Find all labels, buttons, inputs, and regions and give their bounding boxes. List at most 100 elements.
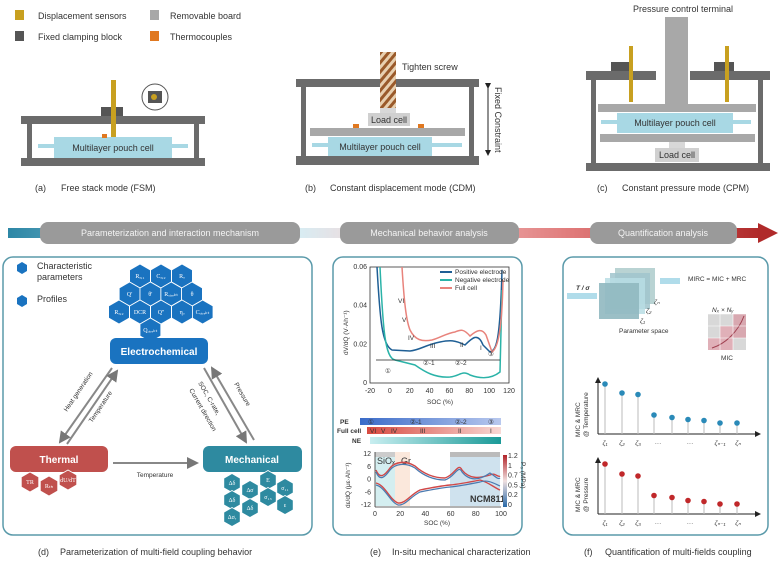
parameter-hex-label: Δσᵣ [228, 515, 237, 521]
parameter-space-stack [599, 283, 639, 319]
tick-label: -20 [365, 388, 375, 395]
pressure-terminal [665, 17, 688, 105]
tick-label: 0 [367, 477, 371, 484]
svg-text:NE: NE [352, 438, 362, 445]
tick-label: 1.2 [508, 453, 518, 460]
parameter-hex-label: dU/dT [60, 478, 76, 484]
parameter-hex [20, 471, 40, 493]
mic-grid [708, 313, 746, 350]
tick-label: -6 [365, 489, 371, 496]
step-quantification: Quantification analysis [618, 228, 709, 238]
svg-text:Load cell: Load cell [371, 115, 407, 125]
pouch-cell-label: Multilayer pouch cell [72, 143, 154, 153]
svg-text:Quantification of multi-fields: Quantification of multi-fields coupling [605, 547, 752, 557]
stem-chart-temperature: ζ₁ ζ₂ ζ₃ ··· ··· ζₙ₋₁ ζₙ [595, 377, 761, 447]
parameter-hex [223, 507, 241, 527]
svg-text:NCM811: NCM811 [470, 494, 505, 504]
panel-d: Characteristic parameters Profiles Cₐ,₂ R… [2, 256, 313, 557]
legend-swatch-sensor [15, 10, 24, 20]
legend-label: Displacement sensors [38, 11, 127, 21]
svg-text:ζ₁: ζ₁ [640, 318, 645, 325]
svg-text:Gr: Gr [401, 456, 411, 466]
svg-text:Load cell: Load cell [659, 150, 695, 160]
parameter-hex-label: θ' [148, 292, 152, 298]
svg-text:Pressure control terminal: Pressure control terminal [633, 4, 733, 14]
parameter-hex-label: Q'' [158, 310, 165, 316]
parameter-hex-label: θ [191, 292, 194, 298]
svg-text:②-1: ②-1 [423, 359, 435, 367]
svg-text:SiOₓ: SiOₓ [377, 456, 395, 466]
svg-text:②-2: ②-2 [455, 418, 467, 426]
panel-a-fsm: Multilayer pouch cell (a) Free stack mod… [21, 80, 205, 193]
arrow-heat [58, 367, 113, 444]
panel-f: ζ₁ ζ₂ ζₙ T / σ Parameter space MIRC = MI… [562, 256, 769, 557]
x-tick-label: ··· [655, 440, 662, 447]
x-tick-label: ζₙ₋₁ [714, 440, 725, 447]
parameter-hex-label: E [266, 478, 270, 484]
svg-text:Full cell: Full cell [455, 285, 478, 292]
legend-swatch-board [150, 10, 159, 20]
parameter-hex-label: ε [284, 503, 287, 509]
svg-text:IV: IV [391, 428, 398, 435]
svg-text:Tighten screw: Tighten screw [402, 62, 458, 72]
parameter-hex-label: Q' [127, 292, 132, 298]
x-tick-label: ζ₂ [619, 520, 625, 527]
parameter-hex-label: Δδ [229, 498, 236, 504]
stem-point [619, 471, 625, 477]
tick-label: 0.5 [508, 482, 518, 489]
svg-text:III: III [430, 343, 436, 350]
svg-text:III: III [420, 428, 426, 435]
svg-text:(e): (e) [370, 547, 381, 557]
panel-caption: Free stack mode (FSM) [61, 183, 156, 193]
stem-point [651, 412, 657, 418]
tick-label: 20 [406, 388, 414, 395]
svg-text:SOC (%): SOC (%) [424, 520, 450, 527]
panel-c-cpm: Pressure control terminal Multilayer pou… [586, 4, 770, 193]
svg-text:Parameterization of multi-fiel: Parameterization of multi-field coupling… [60, 547, 252, 557]
hex-legend-icon [17, 295, 27, 307]
parameter-hex-label: Rₒ [179, 274, 185, 280]
tick-label: 0 [373, 511, 377, 518]
svg-text:Multilayer pouch cell: Multilayer pouch cell [634, 118, 716, 128]
svg-text:①: ① [385, 367, 391, 375]
arrow-head-icon [758, 223, 778, 243]
stem-point [717, 501, 723, 507]
thermal-box [10, 446, 108, 472]
tick-label: 0 [508, 502, 512, 509]
tick-label: 120 [503, 388, 515, 395]
tick-label: 1 [508, 463, 512, 470]
bottom-plate [21, 158, 205, 166]
panel-b-cdm: Load cell Multilayer pouch cell Tighten … [296, 52, 503, 193]
tick-label: 0.2 [508, 492, 518, 499]
parameter-hex-label: Δδ [247, 506, 254, 512]
svg-text:I: I [480, 345, 482, 352]
svg-text:MIC: MIC [721, 355, 733, 362]
svg-text:dε/dQ (με·Ah⁻¹): dε/dQ (με·Ah⁻¹) [345, 463, 352, 508]
svg-text:PE: PE [340, 419, 349, 426]
chart-legend: Positive electrode Negative electrode Fu… [440, 269, 510, 292]
x-tick-label: ζₙ [735, 440, 741, 447]
stem-point [701, 417, 707, 424]
thermal-parameter-hexes: TR Rₜₕ dU/dT [20, 469, 78, 497]
stem-point [635, 391, 641, 398]
tick-label: 20 [396, 511, 404, 518]
svg-text:Constant pressure mode (CPM): Constant pressure mode (CPM) [622, 183, 749, 193]
parameter-hex-label: Cₒᵢᵣₑₖₜ [196, 310, 210, 316]
svg-text:(b): (b) [305, 183, 316, 193]
tick-label: 80 [472, 511, 480, 518]
legend-swatch-thermocouple [150, 31, 159, 41]
output-arrow [660, 278, 680, 284]
side-post [27, 124, 32, 158]
stem-point [685, 416, 691, 423]
tick-label: 60 [446, 388, 454, 395]
parameter-hex-label: DCR [134, 310, 146, 316]
svg-text:Parameter space: Parameter space [619, 328, 669, 335]
parameter-hex-label: Qₒᵢᵣₑₖₜ [143, 328, 158, 334]
svg-text:MIRC = MIC + MRC: MIRC = MIC + MRC [688, 276, 746, 283]
side-post [194, 124, 199, 158]
stem-point [685, 497, 691, 504]
